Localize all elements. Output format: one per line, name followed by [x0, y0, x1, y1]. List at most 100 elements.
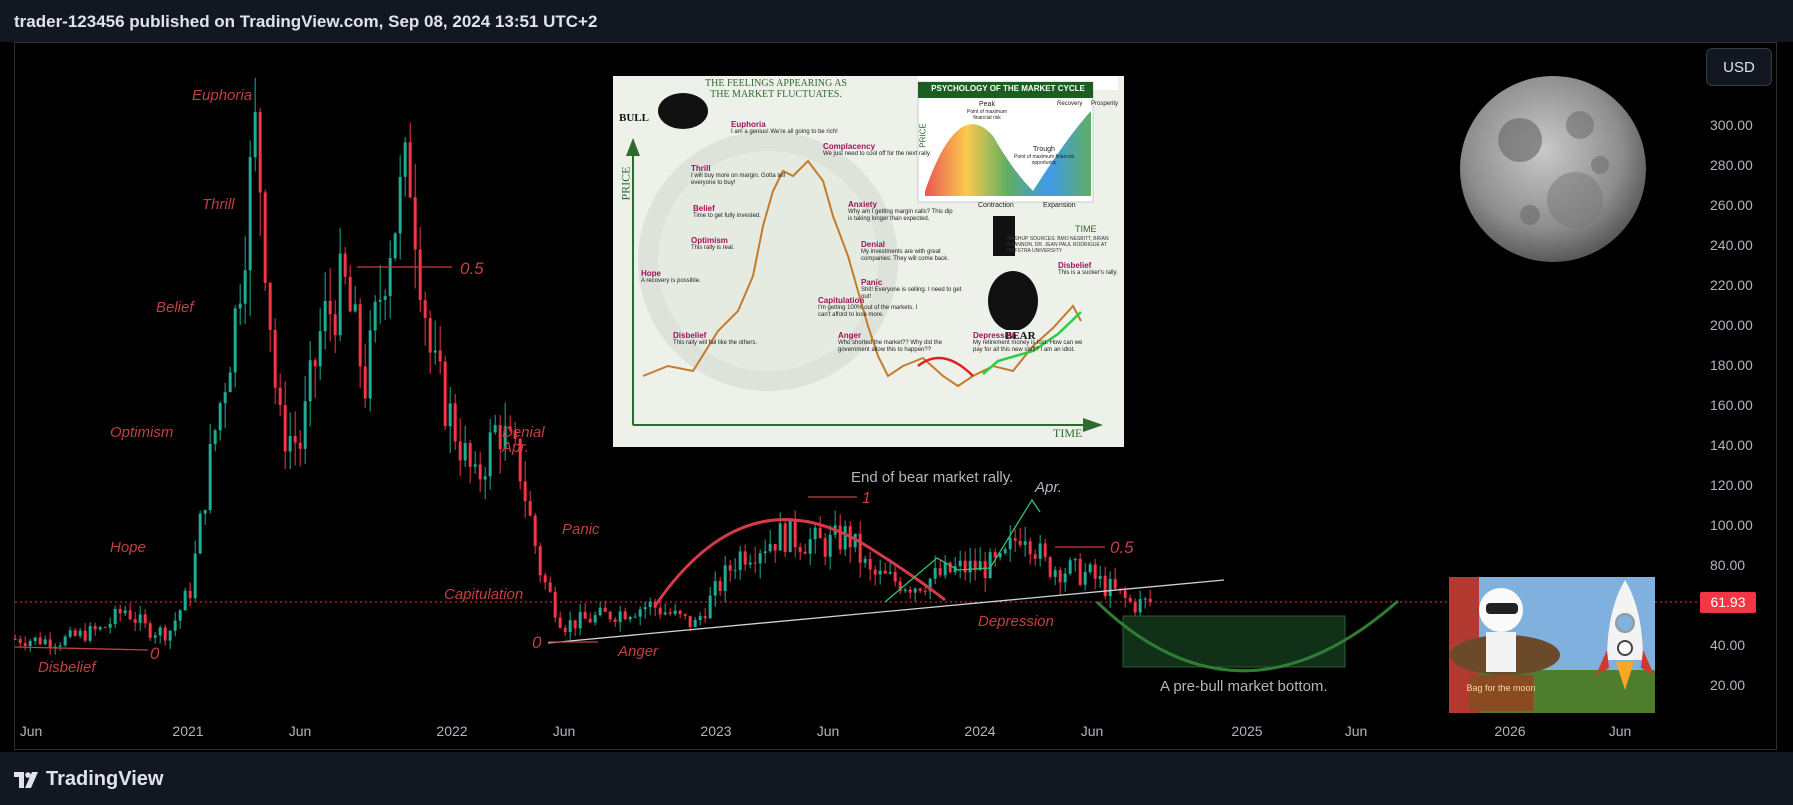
- candle-body: [88, 626, 92, 641]
- candle-body: [723, 565, 727, 592]
- cycle-peak: Peak: [979, 101, 995, 108]
- candle-body: [498, 425, 502, 450]
- cycle-peak-note: Point of maximum financial risk: [966, 109, 1007, 121]
- candle-body: [358, 304, 362, 367]
- fib-line-0-left[interactable]: [14, 646, 149, 651]
- y-tick-label: 200.00: [1710, 317, 1753, 333]
- candle-body: [228, 372, 232, 393]
- fib-label-0-left: 0: [150, 644, 160, 663]
- candle-body: [958, 560, 962, 567]
- candle-body: [418, 249, 422, 301]
- candle-body: [943, 562, 947, 576]
- candle-body: [643, 607, 647, 610]
- candle-body: [83, 630, 87, 641]
- x-tick-label: 2023: [700, 723, 731, 739]
- infographic-phase: Disbelief This is a sucker's rally.: [1058, 261, 1120, 277]
- candle-body: [968, 560, 972, 573]
- candle-body: [543, 575, 547, 583]
- candle-body: [388, 258, 392, 297]
- candle-body: [713, 580, 717, 596]
- note-apr: Apr.: [1034, 479, 1062, 496]
- label-disbelief: Disbelief: [38, 659, 97, 676]
- candle-body: [508, 426, 512, 431]
- note-pre-bull-bottom: A pre-bull market bottom.: [1160, 678, 1328, 695]
- candle-body: [1103, 575, 1107, 597]
- candle-body: [118, 608, 122, 614]
- candle-body: [393, 233, 397, 259]
- candle-body: [268, 282, 272, 330]
- candle-body: [513, 430, 517, 439]
- candle-body: [458, 441, 462, 461]
- candle-body: [173, 620, 177, 631]
- cycle-contraction: Contraction: [978, 202, 1014, 209]
- candle-body: [568, 620, 572, 632]
- candle-body: [873, 569, 877, 575]
- candle-body: [243, 270, 247, 304]
- candle-body: [1003, 549, 1007, 554]
- candle-body: [58, 645, 62, 647]
- candle-body: [633, 616, 637, 618]
- fib-label-05-right: 0.5: [1110, 538, 1134, 557]
- candle-body: [278, 387, 282, 406]
- price-axis[interactable]: 300.00 280.00 260.00 240.00 220.00 200.00 180.…: [1710, 117, 1753, 693]
- target-zone-box[interactable]: [1122, 615, 1346, 668]
- y-tick-label: 160.00: [1710, 397, 1753, 413]
- x-tick-label: Jun: [1609, 723, 1632, 739]
- candle-body: [738, 551, 742, 570]
- infographic-time: TIME: [1053, 426, 1083, 440]
- rounded-top-arc[interactable]: [653, 518, 946, 607]
- candle-body: [1123, 590, 1127, 598]
- candle-body: [378, 299, 382, 302]
- phase-name: Capitulation: [818, 296, 865, 305]
- candle-body: [353, 304, 357, 312]
- candle-body: [423, 300, 427, 319]
- tradingview-logo[interactable]: TradingView: [14, 768, 163, 791]
- candle-body: [18, 639, 22, 644]
- brand-name: TradingView: [46, 768, 164, 790]
- candle-body: [63, 636, 67, 646]
- time-axis[interactable]: Jun 2021 Jun 2022 Jun 2023 Jun 2024 Jun 2025 Jun 20…: [20, 723, 1632, 739]
- candle-body: [253, 111, 257, 158]
- candle-body: [993, 552, 997, 558]
- candle-body: [78, 630, 82, 636]
- candle-body: [603, 607, 607, 612]
- candle-body: [893, 572, 897, 582]
- infographic-price: PRICE: [618, 166, 633, 201]
- candle-body: [273, 329, 277, 388]
- infographic-phase: Panic Shit! Everyone is selling. I need t…: [861, 278, 971, 301]
- candle-body: [1018, 540, 1022, 545]
- phase-text: I am a genius! We're all going to be ric…: [731, 129, 838, 135]
- x-tick-label: 2024: [964, 723, 995, 739]
- candle-body: [163, 627, 167, 641]
- candle-body: [203, 510, 207, 514]
- candle-body: [108, 623, 112, 628]
- candle-body: [103, 627, 107, 629]
- candle-body: [578, 611, 582, 629]
- y-tick-label: 260.00: [1710, 197, 1753, 213]
- candle-body: [258, 111, 262, 193]
- candle-body: [473, 464, 477, 467]
- bottom-curve[interactable]: [1095, 599, 1399, 673]
- candle-body: [338, 253, 342, 336]
- candle-body: [823, 538, 827, 557]
- candle-body: [1108, 578, 1112, 597]
- candle-body: [533, 515, 537, 547]
- candle-body: [838, 525, 842, 550]
- candle-body: [33, 637, 37, 642]
- candle-body: [1073, 558, 1077, 561]
- candle-body: [1048, 557, 1052, 577]
- candle-body: [983, 561, 987, 579]
- ascending-trendline[interactable]: [547, 579, 1225, 644]
- bag-for-moon-sticker: Bag for the moon: [1449, 577, 1655, 713]
- x-tick-label: Jun: [20, 723, 43, 739]
- projection-path[interactable]: [884, 498, 1041, 603]
- phase-text: This rally is real.: [691, 245, 735, 251]
- candle-body: [303, 401, 307, 449]
- candle-body: [898, 581, 902, 591]
- candle-body: [553, 591, 557, 618]
- currency-button[interactable]: USD: [1706, 48, 1772, 86]
- fib-label-1: 1: [862, 490, 871, 507]
- candle-body: [1138, 599, 1142, 613]
- candle-body: [123, 610, 127, 614]
